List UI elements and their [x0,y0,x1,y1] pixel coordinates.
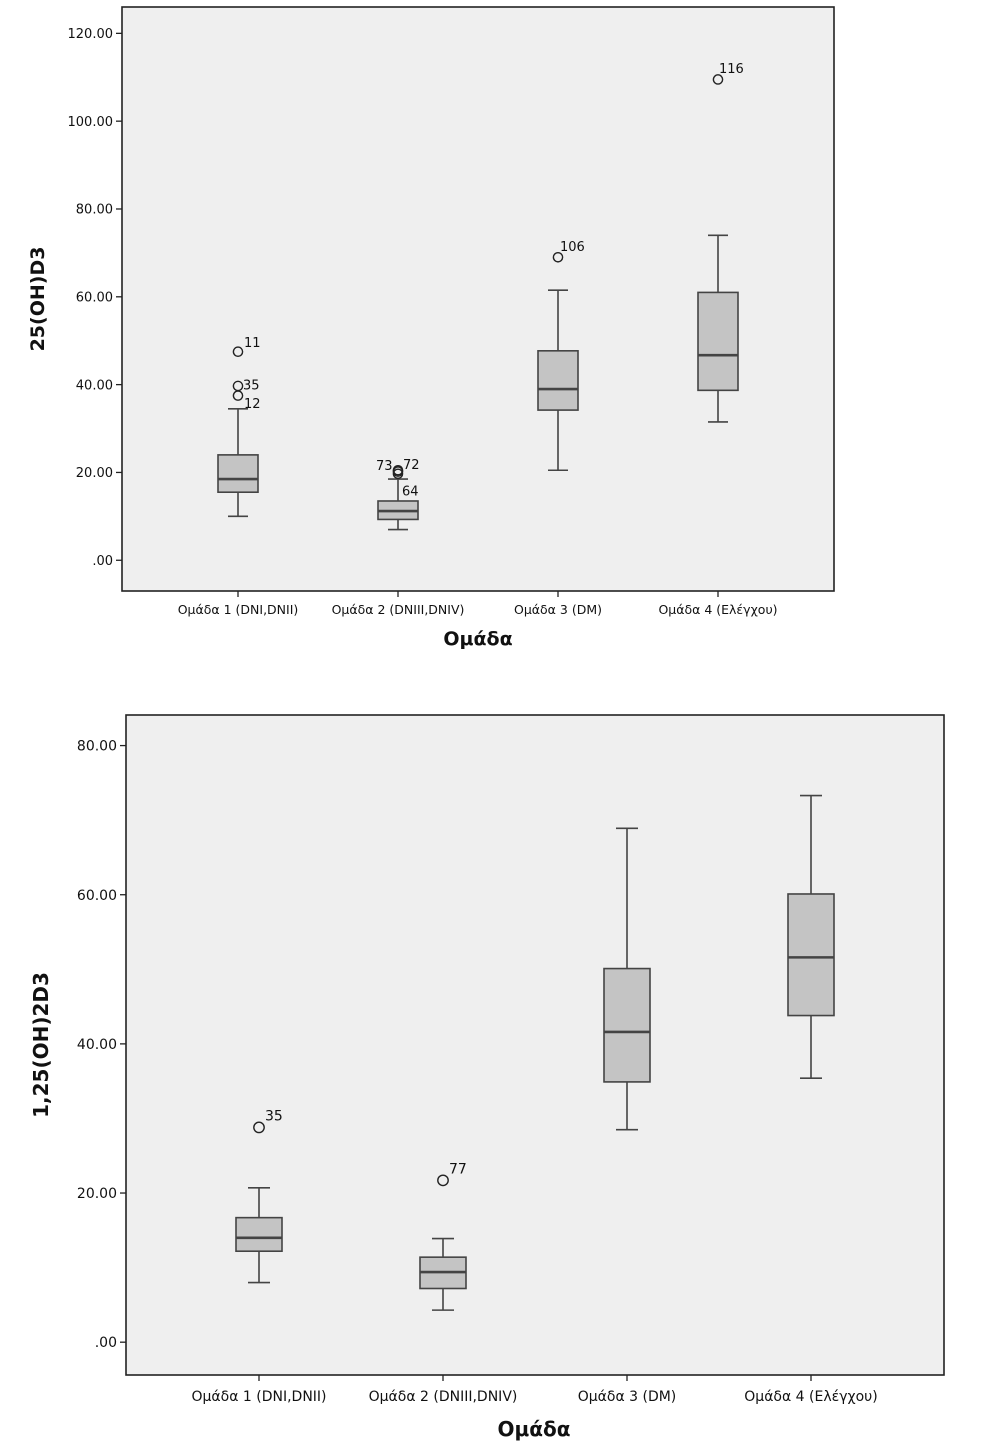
iqr-box [217,454,259,494]
outlier-label: 73 [376,459,393,474]
y-tick-label: .00 [95,1335,117,1351]
x-tick-label: Ομάδα 4 (Ελέγχου) [744,1389,877,1405]
outlier-point [437,1174,449,1187]
y-tick-label: .00 [92,554,113,569]
x-axis-title: Ομάδα [498,1417,571,1441]
box-1: 11 35 12 [217,336,261,518]
chart-1: .00 20.00 40.00 60.00 80.00 100.00 120.00 Ομάδα… [27,6,835,650]
outlier-point [232,346,244,357]
outlier-point [712,74,724,85]
box-3 [603,827,651,1131]
outlier-point [552,251,564,263]
plot-area [125,714,945,1376]
y-tick-label: 20.00 [76,466,113,481]
y-axis-title: 25(OH)D3 [27,247,49,352]
box-1: 35 [235,1108,283,1284]
outlier-label: 12 [244,397,261,412]
iqr-box [537,350,579,411]
iqr-box [235,1216,283,1253]
y-tick-label: 80.00 [77,739,117,755]
y-tick-label: 80.00 [76,203,113,218]
box-2: 72 73 64 [376,458,420,531]
outlier-label: 77 [449,1161,467,1177]
outlier-label: 106 [560,240,585,255]
box-4 [787,794,835,1079]
chart-2: .00 20.00 40.00 60.00 80.00 Ομάδα 1 (DNI,DNII… [29,714,945,1441]
y-axis-title: 1,25(OH)2D3 [29,972,53,1118]
y-tick-label: 120.00 [68,27,114,42]
box-3: 106 [537,240,585,472]
outlier-label: 116 [719,62,744,77]
box-2: 77 [419,1161,467,1311]
outlier-point [253,1121,265,1134]
outlier-label: 72 [403,458,420,473]
x-tick-label: Ομάδα 1 (DNI,DNII) [178,602,299,617]
outlier-point [392,468,404,480]
y-tick-label: 100.00 [68,115,114,130]
x-tick-label: Ομάδα 3 (DM) [514,602,602,617]
x-tick-label: Ομάδα 4 (Ελέγχου) [658,602,777,617]
box-4: 116 [697,62,744,423]
y-tick-label: 20.00 [77,1186,117,1202]
y-tick-label: 40.00 [77,1037,117,1053]
outlier-label: 35 [243,378,260,393]
iqr-box [697,291,739,392]
y-tick-label: 40.00 [76,378,113,393]
y-tick-label: 60.00 [76,290,113,305]
outlier-label: 11 [244,336,261,351]
x-tick-label: Ομάδα 2 (DNIII,DNIV) [369,1389,518,1405]
x-axis-title: Ομάδα [443,628,512,650]
outlier-point [232,390,244,401]
iqr-box [603,967,651,1083]
x-tick-label: Ομάδα 1 (DNI,DNII) [191,1389,326,1405]
outlier-label: 64 [402,484,419,499]
iqr-box [787,893,835,1017]
x-tick-label: Ομάδα 3 (DM) [578,1389,677,1405]
x-tick-label: Ομάδα 2 (DNIII,DNIV) [332,602,465,617]
outlier-label: 35 [265,1108,283,1124]
y-tick-label: 60.00 [77,888,117,904]
